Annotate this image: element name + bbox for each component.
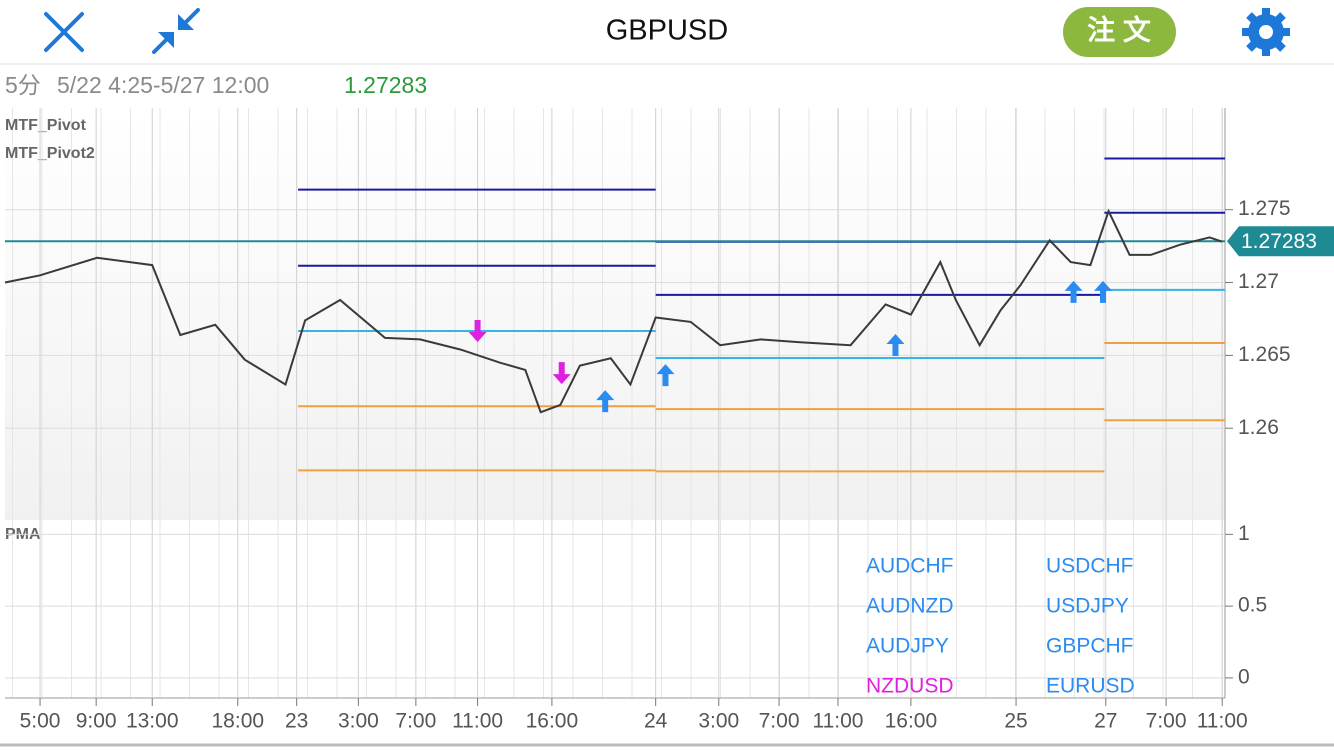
sell-signal: [468, 320, 487, 343]
y-tick-label: 1: [1238, 522, 1250, 545]
indicator-name: MTF_Pivot: [5, 117, 87, 134]
buy-signal: [596, 390, 615, 413]
x-tick-label: 23: [285, 710, 308, 733]
x-tick-label: 24: [644, 710, 668, 733]
timeframe: 5分: [5, 72, 41, 98]
order-button[interactable]: 注 文: [1063, 7, 1176, 57]
y-tick-label: 0: [1238, 665, 1250, 688]
price-tag-label: 1.27283: [1241, 230, 1317, 253]
minor-grid: [5, 108, 1225, 698]
pair-label: USDCHF: [1046, 555, 1134, 578]
x-tick-label: 16:00: [885, 710, 938, 733]
buy-signal: [656, 364, 675, 387]
indicator-name: MTF_Pivot2: [5, 145, 95, 162]
date-range: 5/22 4:25-5/27 12:00: [57, 72, 269, 98]
order-button-label: 注 文: [1087, 13, 1151, 45]
pair-label: GBPCHF: [1046, 635, 1134, 658]
x-tick-label: 3:00: [698, 710, 739, 733]
sell-signal: [552, 362, 571, 385]
collapse-button[interactable]: [152, 8, 200, 54]
x-tick-label: 11:00: [1197, 710, 1248, 733]
pair-label: AUDJPY: [866, 635, 949, 658]
x-tick-label: 13:00: [126, 710, 179, 733]
y-tick-label: 0.5: [1238, 594, 1267, 617]
x-tick-label: 5:00: [20, 710, 61, 733]
x-tick-label: 11:00: [812, 710, 863, 733]
pair-label: EURUSD: [1046, 675, 1135, 698]
pair-label: NZDUSD: [866, 675, 954, 698]
buy-signal: [1064, 280, 1083, 303]
x-tick-label: 11:00: [452, 710, 503, 733]
pair-label: AUDNZD: [866, 595, 954, 618]
x-tick-label: 27: [1094, 710, 1117, 733]
x-tick-label: 9:00: [76, 710, 117, 733]
x-tick-label: 3:00: [338, 710, 379, 733]
pair-label: AUDCHF: [866, 555, 954, 578]
close-button[interactable]: [44, 12, 84, 52]
settings-button[interactable]: [1242, 8, 1290, 56]
pair-label: USDJPY: [1046, 595, 1129, 618]
x-tick-label: 7:00: [1146, 710, 1187, 733]
buy-signal: [1094, 280, 1112, 303]
y-tick-label: 1.26: [1238, 416, 1279, 439]
price-line: [4, 208, 1223, 414]
x-tick-label: 7:00: [759, 710, 800, 733]
price-tag: [1227, 226, 1334, 257]
x-tick-label: 18:00: [212, 710, 265, 733]
y-tick-label: 1.265: [1238, 343, 1291, 366]
y-tick-label: 1.275: [1238, 197, 1291, 220]
last-price: 1.27283: [344, 72, 427, 98]
symbol-title: GBPUSD: [606, 15, 728, 47]
x-tick-label: 25: [1004, 710, 1027, 733]
x-tick-label: 16:00: [526, 710, 579, 733]
y-tick-label: 1.27: [1238, 270, 1279, 293]
x-tick-label: 7:00: [395, 710, 436, 733]
buy-signal: [886, 334, 905, 357]
